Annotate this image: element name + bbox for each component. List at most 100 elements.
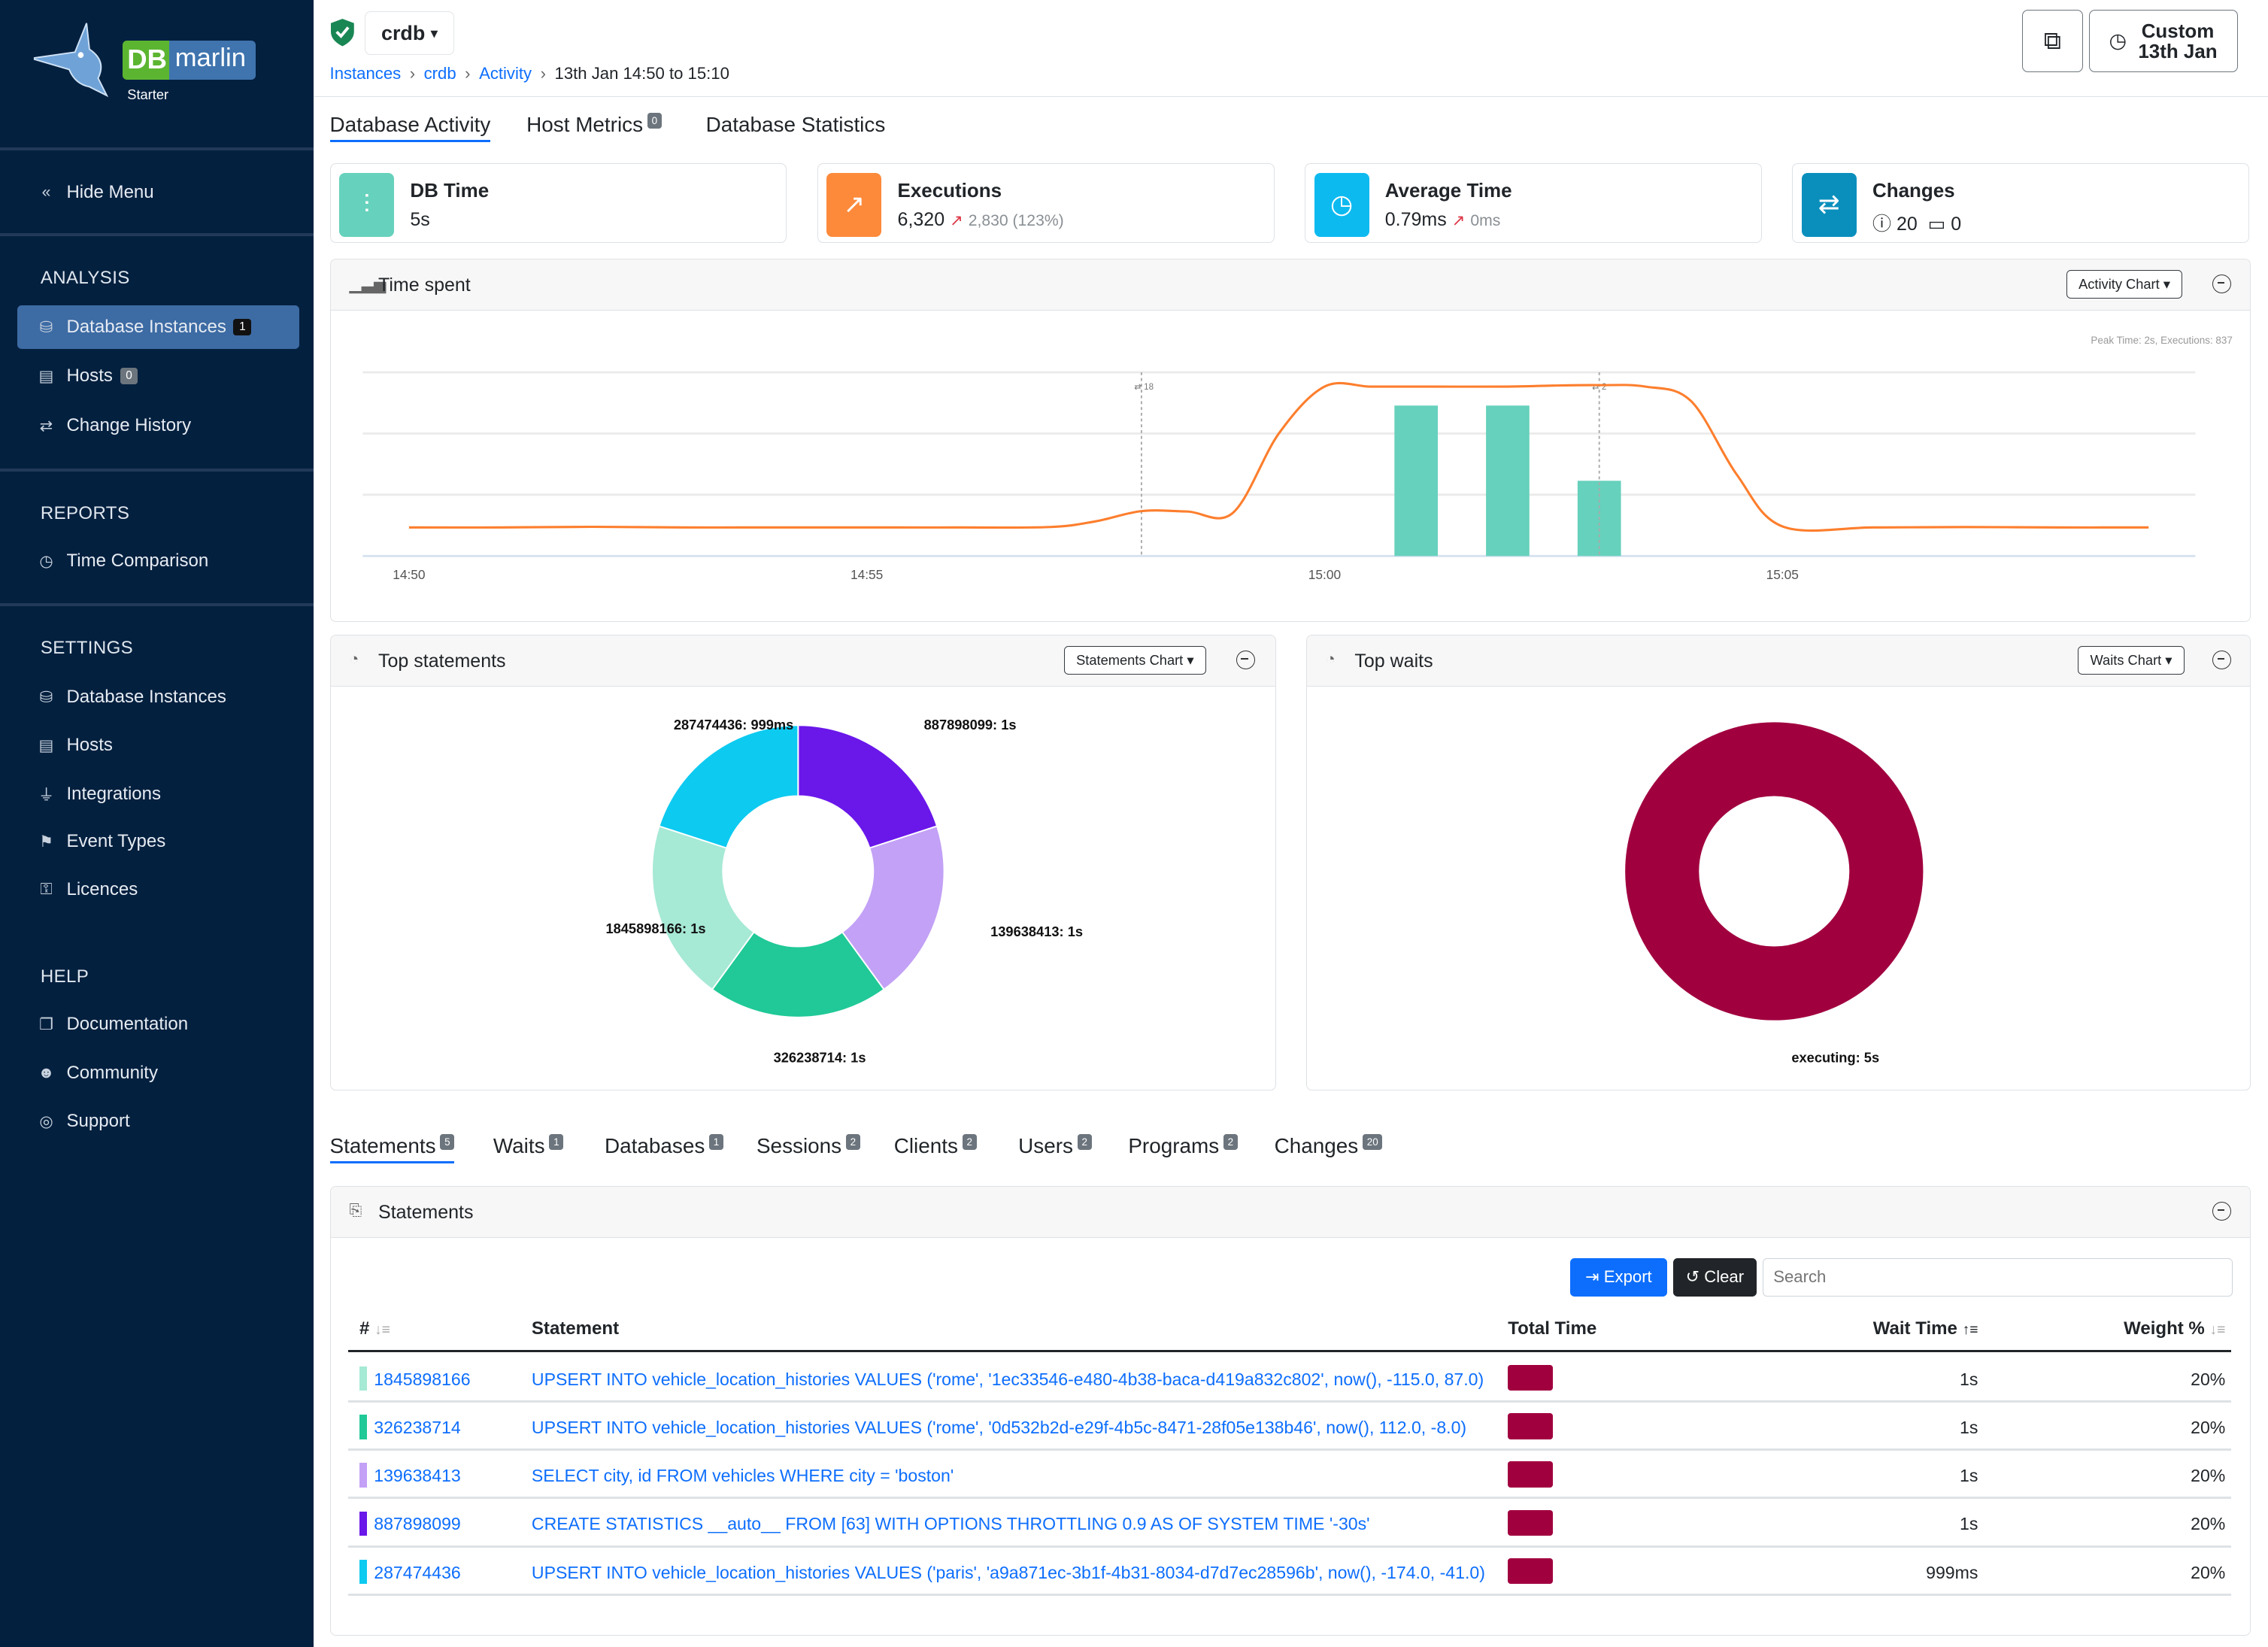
donut-slice bbox=[1625, 722, 1924, 1021]
tab-database-activity[interactable]: Database Activity bbox=[329, 113, 491, 142]
collapse-icon[interactable] bbox=[2212, 650, 2232, 669]
table-row[interactable]: 887898099 CREATE STATISTICS __auto__ FRO… bbox=[347, 1500, 2232, 1548]
label: Database Instances bbox=[66, 316, 226, 337]
export-button[interactable]: ⇥ Export bbox=[1569, 1257, 1667, 1297]
shield-check-icon bbox=[331, 19, 355, 52]
sidebar-item-change-history[interactable]: ⇄ Change History bbox=[17, 404, 299, 447]
statement-text-link[interactable]: UPSERT INTO vehicle_location_histories V… bbox=[531, 1562, 1485, 1582]
activity-chart-dropdown[interactable]: Activity Chart ▾ bbox=[2066, 269, 2183, 299]
clear-button[interactable]: ↺ Clear bbox=[1672, 1257, 1757, 1297]
section-analysis: ANALYSIS bbox=[40, 267, 130, 288]
sidebar-item-database-instances[interactable]: ⛁ Database Instances 1 bbox=[17, 305, 300, 349]
sidebar-item-licences[interactable]: ⚿ Licences bbox=[17, 868, 299, 911]
search-input[interactable] bbox=[1762, 1257, 2233, 1297]
table-row[interactable]: 1845898166 UPSERT INTO vehicle_location_… bbox=[347, 1354, 2232, 1403]
trend-chart-icon: ↗ bbox=[826, 172, 882, 237]
section-settings: SETTINGS bbox=[40, 638, 134, 659]
copy-button[interactable]: ⧉ bbox=[2022, 10, 2083, 73]
panel-title: Statements bbox=[378, 1201, 474, 1223]
sidebar-item-hosts[interactable]: ▤ Hosts 0 bbox=[17, 354, 299, 398]
donut-slice bbox=[650, 825, 755, 991]
count-badge: 2 bbox=[1223, 1134, 1238, 1151]
weight: 20% bbox=[2191, 1417, 2226, 1437]
statement-text-link[interactable]: CREATE STATISTICS __auto__ FROM [63] WIT… bbox=[531, 1514, 1370, 1534]
count-badge: 20 bbox=[1362, 1134, 1383, 1151]
tab-database-statistics[interactable]: Database Statistics bbox=[706, 113, 886, 137]
sidebar-item-community[interactable]: ☻ Community bbox=[17, 1051, 299, 1095]
tab-statements[interactable]: Statements 5 bbox=[329, 1134, 455, 1163]
tab-waits[interactable]: Waits 1 bbox=[493, 1134, 564, 1158]
column-wait-time[interactable]: Wait Time ↑≡ bbox=[1873, 1318, 1978, 1339]
label: Wait Time bbox=[1872, 1318, 1957, 1339]
server-icon: ▤ bbox=[38, 368, 54, 386]
sidebar-item-settings-hosts[interactable]: ▤ Hosts bbox=[17, 723, 299, 767]
statement-id-link[interactable]: 139638413 bbox=[374, 1466, 461, 1486]
sort-desc-icon: ↑≡ bbox=[1962, 1322, 1978, 1339]
time-range-button[interactable]: ◷ Custom 13th Jan bbox=[2088, 10, 2238, 73]
statement-text-link[interactable]: UPSERT INTO vehicle_location_histories V… bbox=[531, 1417, 1467, 1437]
kpi-average-time: ◷ Average Time 0.79ms ↗ 0ms bbox=[1304, 163, 1762, 244]
tab-databases[interactable]: Databases 1 bbox=[605, 1134, 724, 1158]
label: Clients bbox=[893, 1134, 958, 1158]
tab-programs[interactable]: Programs 2 bbox=[1128, 1134, 1238, 1158]
table-row[interactable]: 326238714 UPSERT INTO vehicle_location_h… bbox=[347, 1403, 2232, 1451]
statements-chart-dropdown[interactable]: Statements Chart ▾ bbox=[1063, 645, 1206, 675]
statement-id-link[interactable]: 887898099 bbox=[374, 1514, 461, 1534]
breadcrumb-crdb[interactable]: crdb bbox=[423, 63, 456, 83]
collapse-icon[interactable] bbox=[2212, 1201, 2232, 1221]
database-icon: ⛁ bbox=[39, 318, 53, 336]
double-chevron-left-icon: « bbox=[41, 183, 51, 201]
statement-text-link[interactable]: UPSERT INTO vehicle_location_histories V… bbox=[531, 1369, 1484, 1389]
panel-title: Top statements bbox=[378, 650, 506, 672]
tab-clients[interactable]: Clients 2 bbox=[894, 1134, 977, 1158]
collapse-icon[interactable] bbox=[1236, 650, 1255, 669]
column-total-time[interactable]: Total Time bbox=[1508, 1318, 1597, 1339]
weight: 20% bbox=[2191, 1369, 2226, 1389]
tab-host-metrics[interactable]: Host Metrics 0 bbox=[526, 113, 662, 137]
waits-chart-dropdown[interactable]: Waits Chart ▾ bbox=[2078, 645, 2185, 675]
count-badge: 1 bbox=[549, 1134, 564, 1151]
weight: 20% bbox=[2191, 1514, 2226, 1534]
kpi-value: 6,320 bbox=[897, 208, 945, 230]
sidebar-item-settings-database-instances[interactable]: ⛁ Database Instances bbox=[17, 675, 299, 719]
color-swatch bbox=[359, 1415, 367, 1439]
label: Programs bbox=[1128, 1134, 1220, 1158]
statement-id-link[interactable]: 1845898166 bbox=[374, 1369, 471, 1389]
label: Activity Chart bbox=[2078, 275, 2160, 292]
sidebar-item-integrations[interactable]: ⏚ Integrations bbox=[17, 772, 299, 816]
column-id[interactable]: # ↓≡ bbox=[359, 1318, 390, 1339]
table-row[interactable]: 287474436 UPSERT INTO vehicle_location_h… bbox=[347, 1548, 2232, 1596]
top-statements-donut: 887898099: 1s 139638413: 1s 326238714: 1s 1… bbox=[605, 717, 1083, 1065]
sidebar-item-support[interactable]: ◎ Support bbox=[17, 1100, 299, 1143]
breadcrumb-instances[interactable]: Instances bbox=[329, 63, 402, 83]
breadcrumb-activity[interactable]: Activity bbox=[479, 63, 532, 83]
sidebar-item-documentation[interactable]: ❐ Documentation bbox=[17, 1002, 299, 1046]
statement-text-link[interactable]: SELECT city, id FROM vehicles WHERE city… bbox=[531, 1466, 954, 1486]
slice-label: 1845898166: 1s bbox=[605, 921, 705, 937]
event-count: 0 bbox=[1951, 213, 1962, 235]
statement-id-link[interactable]: 326238714 bbox=[374, 1417, 461, 1437]
tab-sessions[interactable]: Sessions 2 bbox=[757, 1134, 860, 1158]
hide-menu-button[interactable]: « Hide Menu bbox=[17, 171, 299, 214]
undo-icon: ↺ bbox=[1685, 1267, 1705, 1287]
collapse-icon[interactable] bbox=[2212, 274, 2232, 293]
tab-changes[interactable]: Changes 20 bbox=[1275, 1134, 1383, 1158]
tab-users[interactable]: Users 2 bbox=[1018, 1134, 1092, 1158]
instance-dropdown[interactable]: crdb ▾ bbox=[364, 11, 454, 56]
kpi-executions: ↗ Executions 6,320 ↗ 2,830 (123%) bbox=[817, 163, 1275, 244]
sidebar-item-time-comparison[interactable]: ◷ Time Comparison bbox=[17, 539, 299, 583]
label: Sessions bbox=[756, 1134, 842, 1158]
column-weight[interactable]: Weight % ↓≡ bbox=[2124, 1318, 2225, 1339]
table-row[interactable]: 139638413 SELECT city, id FROM vehicles … bbox=[347, 1451, 2232, 1500]
breadcrumb: Instances › crdb › Activity › 13th Jan 14:50 t… bbox=[329, 63, 729, 83]
sidebar-item-event-types[interactable]: ⚑ Event Types bbox=[17, 820, 299, 864]
divider bbox=[0, 603, 314, 606]
change-count: 2 bbox=[1602, 383, 1606, 392]
section-reports: REPORTS bbox=[40, 503, 130, 524]
statement-id-link[interactable]: 287474436 bbox=[374, 1562, 461, 1582]
kpi-db-time: ⫶ DB Time 5s bbox=[329, 163, 787, 244]
kpi-delta: 2,830 (123%) bbox=[968, 211, 1064, 229]
column-statement[interactable]: Statement bbox=[531, 1318, 620, 1339]
x-tick-label: 14:50 bbox=[393, 567, 425, 582]
